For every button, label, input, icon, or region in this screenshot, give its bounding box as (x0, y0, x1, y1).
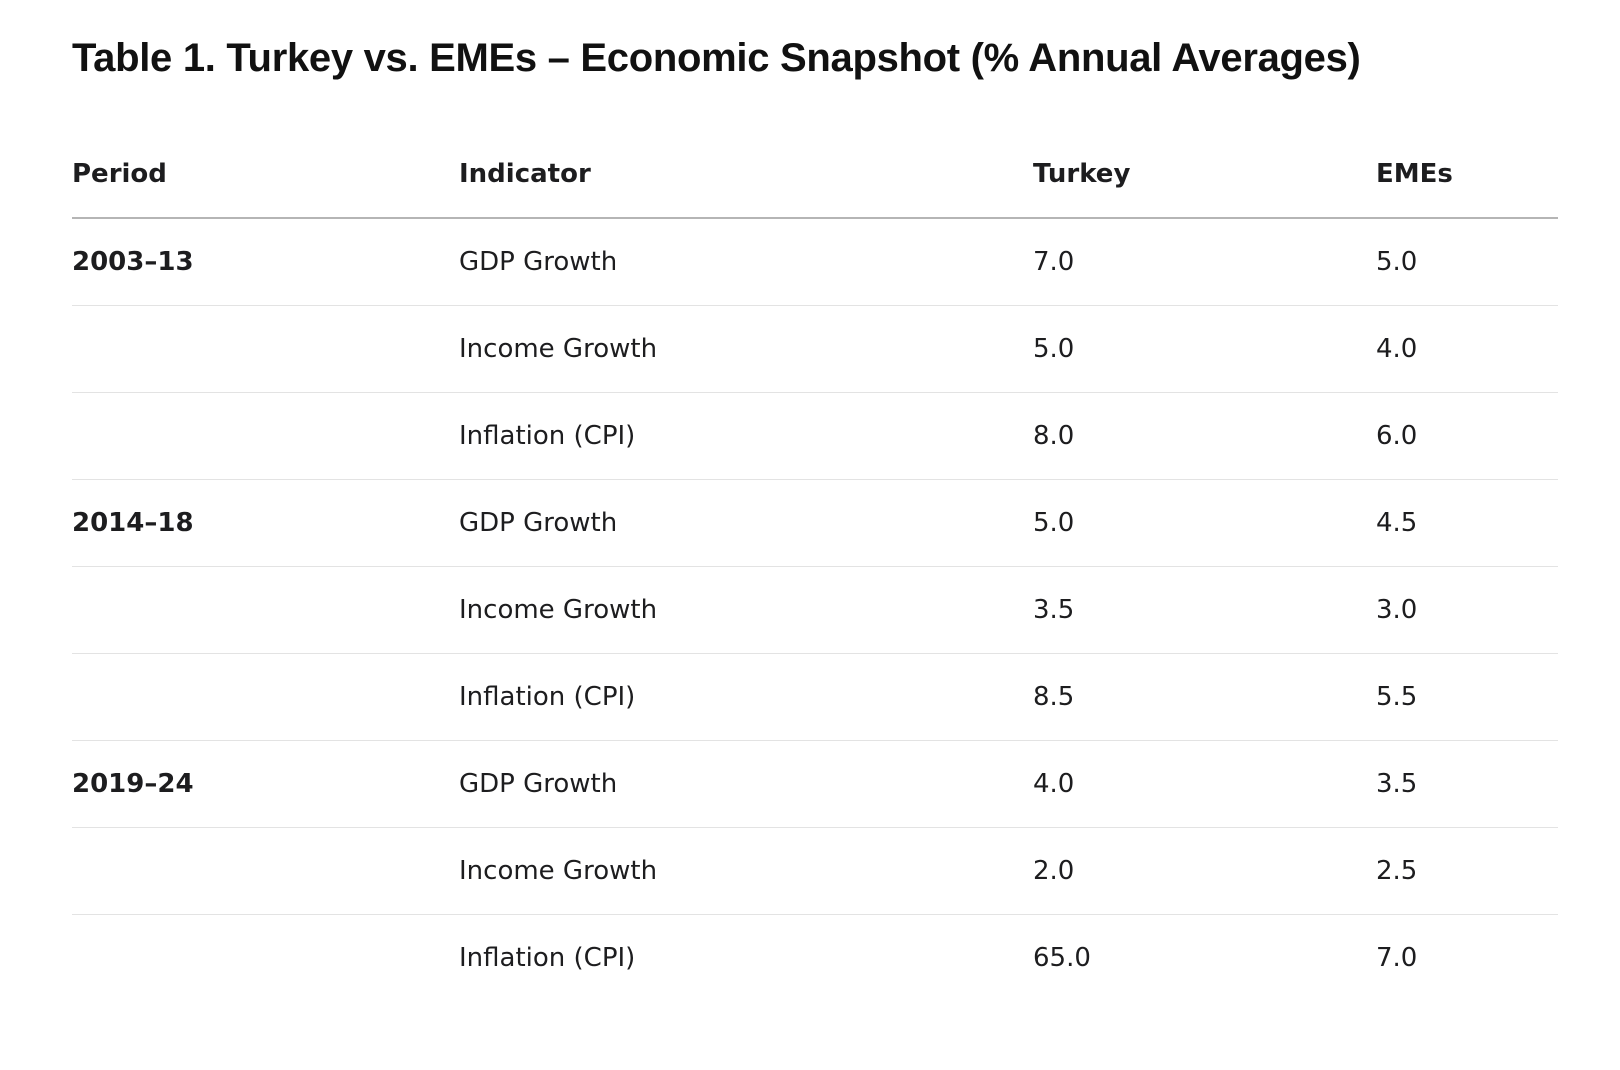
period-cell (72, 305, 459, 393)
header-turkey: Turkey (1033, 131, 1376, 219)
emes-value-cell: 5.0 (1376, 218, 1558, 306)
indicator-cell: Inflation (CPI) (459, 943, 636, 973)
turkey-value-cell: 65.0 (1033, 943, 1091, 973)
indicator-cell: GDP Growth (459, 740, 1033, 828)
indicator-cell: Income Growth (459, 566, 1033, 654)
indicator-cell: Income Growth (459, 305, 1033, 393)
indicator-cell: Inflation (CPI) (459, 392, 1033, 480)
table-row: Income Growth 5.0 4.0 (72, 305, 1558, 393)
table-row: Inflation (CPI) 8.0 6.0 (72, 392, 1558, 480)
indicator-cell: GDP Growth (459, 218, 1033, 306)
table-row: Inflation (CPI) 8.5 5.5 (72, 653, 1558, 741)
emes-value-cell: 2.5 (1376, 827, 1558, 915)
economic-snapshot-table: Period Indicator Turkey EMEs 2003–13 GDP… (72, 131, 1558, 1001)
turkey-value-cell: 2.0 (1033, 827, 1376, 915)
table-row: 2019–24 GDP Growth 4.0 3.5 (72, 740, 1558, 828)
turkey-value-cell: 8.0 (1033, 392, 1376, 480)
indicator-cell: Income Growth (459, 827, 1033, 915)
emes-value-cell: 4.5 (1376, 479, 1558, 567)
emes-value-cell: 4.0 (1376, 305, 1558, 393)
period-cell (72, 566, 459, 654)
indicator-cell: GDP Growth (459, 479, 1033, 567)
turkey-value-cell: 5.0 (1033, 479, 1376, 567)
header-indicator: Indicator (459, 131, 1033, 219)
emes-value-cell: 3.0 (1376, 566, 1558, 654)
period-cell: 2003–13 (72, 218, 459, 306)
emes-value-cell: 3.5 (1376, 740, 1558, 828)
period-cell (72, 915, 459, 1002)
period-cell: 2014–18 (72, 479, 459, 567)
turkey-value-cell: 3.5 (1033, 566, 1376, 654)
table-row: Inflation (CPI) 65.0 7.0 (72, 915, 1558, 1002)
emes-value-cell: 5.5 (1376, 653, 1558, 741)
header-period: Period (72, 131, 459, 219)
indicator-cell: Inflation (CPI) (459, 653, 1033, 741)
emes-value-cell: 6.0 (1376, 392, 1558, 480)
table-row: Income Growth 2.0 2.5 (72, 827, 1558, 915)
emes-value-cell: 7.0 (1376, 943, 1418, 973)
turkey-value-cell: 5.0 (1033, 305, 1376, 393)
turkey-value-cell: 4.0 (1033, 740, 1376, 828)
period-cell: 2019–24 (72, 740, 459, 828)
period-cell (72, 653, 459, 741)
turkey-value-cell: 8.5 (1033, 653, 1376, 741)
period-cell (72, 827, 459, 915)
table-header-row: Period Indicator Turkey EMEs (72, 131, 1558, 219)
table-title: Table 1. Turkey vs. EMEs – Economic Snap… (72, 36, 1361, 80)
period-cell (72, 392, 459, 480)
table-row: 2014–18 GDP Growth 5.0 4.5 (72, 479, 1558, 567)
turkey-value-cell: 7.0 (1033, 218, 1376, 306)
header-emes: EMEs (1376, 131, 1558, 219)
table-row: Income Growth 3.5 3.0 (72, 566, 1558, 654)
table-row: 2003–13 GDP Growth 7.0 5.0 (72, 218, 1558, 306)
